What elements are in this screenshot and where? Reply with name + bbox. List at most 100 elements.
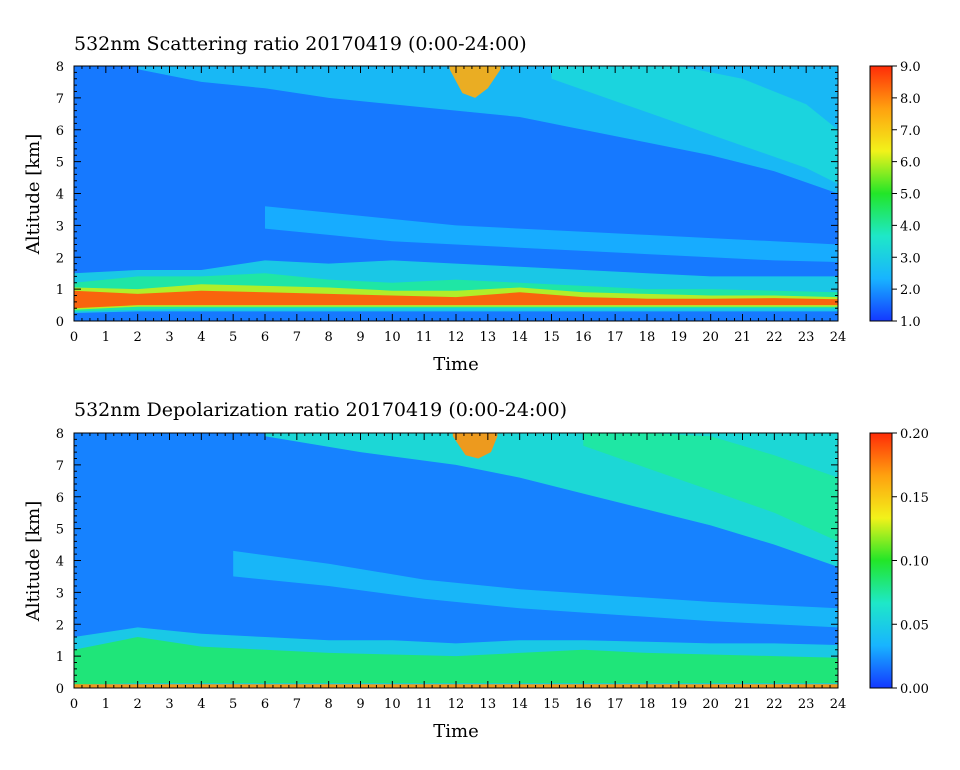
scattering-y-tick-label: 2 [56, 251, 64, 266]
scattering-layer-3 [74, 290, 838, 309]
scattering-y-tick-label: 5 [56, 156, 64, 171]
scattering-x-tick-label: 18 [639, 330, 656, 345]
scattering-y-tick-label: 3 [56, 219, 64, 234]
scattering-layer-7 [449, 66, 501, 98]
scattering-x-tick-label: 8 [325, 330, 333, 345]
scattering-chart-title: 532nm Scattering ratio 20170419 (0:00-24… [74, 33, 527, 55]
scattering-y-axis: 0 1 2 3 4 5 6 7 8 [56, 60, 838, 330]
depolarization-x-tick-label: 19 [671, 697, 688, 712]
depolarization-x-tick-label: 13 [480, 697, 497, 712]
depolarization-x-tick-label: 23 [798, 697, 815, 712]
scattering-x-tick-label: 6 [261, 330, 269, 345]
scattering-x-tick-label: 4 [197, 330, 205, 345]
scattering-x-tick-label: 17 [607, 330, 624, 345]
scattering-x-tick-label: 7 [293, 330, 301, 345]
scattering-ratio-panel: 532nm Scattering ratio 20170419 (0:00-24… [23, 33, 921, 375]
depolarization-y-tick-label: 0 [56, 682, 64, 697]
depolarization-y-tick-label: 3 [56, 586, 64, 601]
depolarization-y-tick-label: 4 [56, 555, 64, 570]
scattering-x-tick-label: 14 [511, 330, 528, 345]
scattering-colorbar-tick-label: 4.0 [900, 219, 921, 234]
depolarization-x-tick-label: 14 [511, 697, 528, 712]
scattering-y-tick-label: 0 [56, 315, 64, 330]
depolarization-colorbar-tick-label: 0.20 [900, 427, 929, 442]
depolarization-layer-6 [452, 433, 498, 459]
scattering-y-tick-label: 8 [56, 60, 64, 75]
depolarization-x-tick-label: 8 [325, 697, 333, 712]
scattering-layer-6 [551, 66, 838, 184]
scattering-colorbar-tick-label: 7.0 [900, 124, 921, 139]
scattering-x-tick-label: 13 [480, 330, 497, 345]
scattering-x-tick-label: 24 [830, 330, 847, 345]
depolarization-x-tick-label: 15 [543, 697, 560, 712]
depolarization-colorbar-gradient [869, 432, 893, 689]
depolarization-x-tick-label: 5 [229, 697, 237, 712]
depolarization-y-tick-label: 1 [56, 650, 64, 665]
depolarization-ratio-panel: 532nm Depolarization ratio 20170419 (0:0… [23, 399, 929, 742]
scattering-colorbar-tick-label: 1.0 [900, 315, 921, 330]
scattering-y-tick-label: 7 [56, 92, 64, 107]
scattering-colorbar-tick-label: 8.0 [900, 92, 921, 107]
depolarization-y-tick-label: 5 [56, 523, 64, 538]
scattering-layer-4 [265, 206, 838, 262]
depolarization-y-axis-label: Altitude [km] [23, 501, 44, 623]
scattering-x-tick-label: 1 [102, 330, 110, 345]
scattering-x-tick-label: 22 [766, 330, 783, 345]
scattering-x-tick-label: 11 [416, 330, 433, 345]
scattering-x-tick-label: 5 [229, 330, 237, 345]
scattering-x-tick-label: 19 [671, 330, 688, 345]
depolarization-x-tick-label: 18 [639, 697, 656, 712]
depolarization-y-tick-label: 2 [56, 618, 64, 633]
depolarization-x-tick-label: 1 [102, 697, 110, 712]
depolarization-colorbar-tick-label: 0.05 [900, 618, 929, 633]
depolarization-x-tick-label: 11 [416, 697, 433, 712]
depolarization-x-tick-label: 12 [448, 697, 465, 712]
depolarization-x-tick-label: 2 [134, 697, 142, 712]
scattering-x-tick-label: 10 [384, 330, 401, 345]
depolarization-x-tick-label: 22 [766, 697, 783, 712]
scattering-y-tick-label: 4 [56, 188, 64, 203]
depolarization-layer-3 [233, 550, 838, 628]
scattering-plot-area [73, 65, 839, 322]
scattering-x-tick-label: 12 [448, 330, 465, 345]
depolarization-x-tick-label: 21 [734, 697, 751, 712]
depolarization-layer-1 [74, 637, 838, 685]
scattering-colorbar-tick-label: 5.0 [900, 188, 921, 203]
scattering-x-tick-label: 3 [165, 330, 173, 345]
depolarization-plot-area [73, 432, 839, 689]
scattering-colorbar-tick-label: 3.0 [900, 251, 921, 266]
scattering-y-tick-label: 1 [56, 283, 64, 298]
depolarization-layer-5 [583, 433, 838, 542]
scattering-colorbar: 1.0 2.0 3.0 4.0 5.0 6.0 7.0 8.0 9.0 [869, 60, 921, 330]
depolarization-colorbar-tick-label: 0.10 [900, 555, 929, 570]
depolarization-chart-title: 532nm Depolarization ratio 20170419 (0:0… [74, 399, 567, 421]
depolarization-x-tick-label: 4 [197, 697, 205, 712]
scattering-y-tick-label: 6 [56, 124, 64, 139]
depolarization-y-axis: 0 1 2 3 4 5 6 7 8 [56, 427, 838, 697]
depolarization-colorbar-tick-label: 0.15 [900, 491, 929, 506]
depolarization-x-tick-label: 6 [261, 697, 269, 712]
depolarization-x-axis-label: Time [433, 721, 478, 742]
depolarization-y-tick-label: 7 [56, 459, 64, 474]
depolarization-x-tick-label: 24 [830, 697, 847, 712]
scattering-x-tick-label: 23 [798, 330, 815, 345]
scattering-x-tick-label: 9 [356, 330, 364, 345]
scattering-colorbar-tick-label: 9.0 [900, 60, 921, 75]
depolarization-x-tick-label: 3 [165, 697, 173, 712]
scattering-colorbar-gradient [869, 65, 893, 322]
scattering-x-tick-label: 0 [70, 330, 78, 345]
depolarization-x-axis: 0 1 2 3 4 5 6 7 8 9 10 11 12 13 14 15 16 17 18 19 20 21 22 23 24 [70, 433, 846, 712]
depolarization-x-tick-label: 9 [356, 697, 364, 712]
depolarization-y-tick-label: 6 [56, 491, 64, 506]
scattering-colorbar-tick-label: 2.0 [900, 283, 921, 298]
scattering-x-tick-label: 2 [134, 330, 142, 345]
depolarization-colorbar-tick-label: 0.00 [900, 682, 929, 697]
scattering-x-tick-label: 16 [575, 330, 592, 345]
depolarization-x-tick-label: 7 [293, 697, 301, 712]
scattering-x-tick-label: 20 [702, 330, 719, 345]
scattering-y-axis-label: Altitude [km] [23, 134, 44, 256]
scattering-colorbar-tick-label: 6.0 [900, 156, 921, 171]
depolarization-x-tick-label: 0 [70, 697, 78, 712]
scattering-x-axis: 0 1 2 3 4 5 6 7 8 9 10 11 12 13 14 15 16 17 18 19 20 21 22 23 24 [70, 66, 846, 345]
